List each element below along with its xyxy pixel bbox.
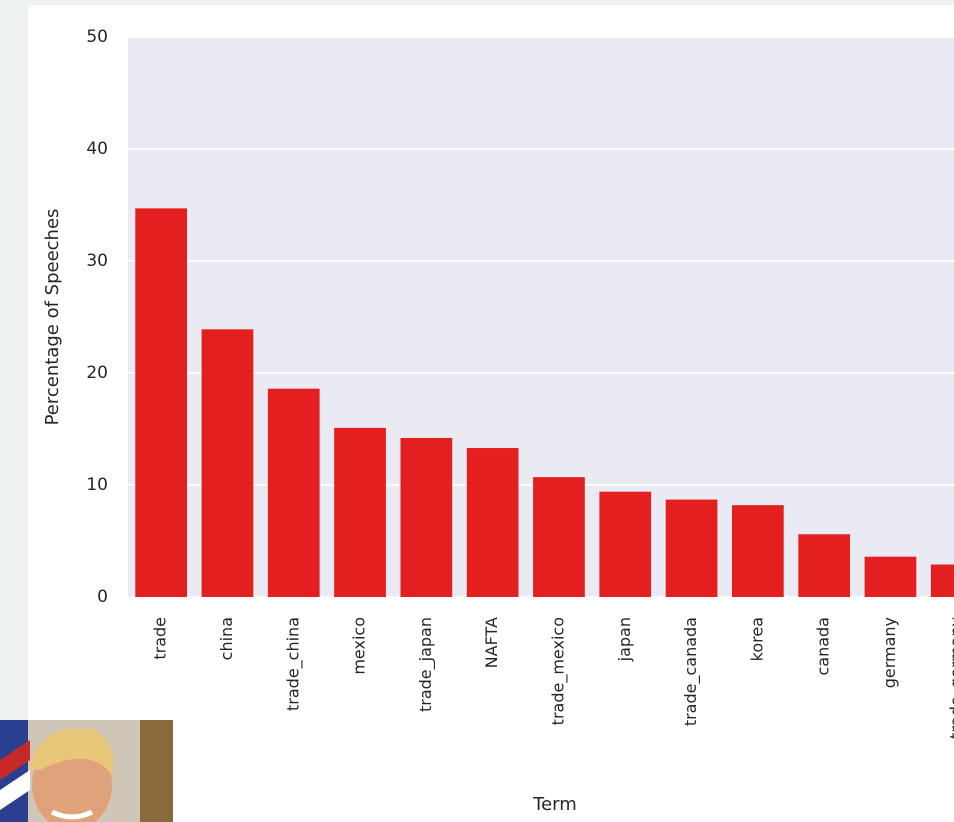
x-tick-label: trade_china [283,617,303,711]
y-axis-label: Percentage of Speeches [42,209,63,426]
x-tick-label: trade_mexico [548,617,568,725]
bar [334,427,386,597]
bar [599,491,652,597]
y-tick-label: 50 [86,27,108,47]
x-tick-label: china [217,617,236,660]
bar [267,388,320,597]
x-tick-label: trade [151,617,170,660]
x-tick-label: trade_canada [681,617,701,726]
bar [798,534,851,597]
y-tick-label: 30 [86,251,108,271]
x-tick-label: mexico [350,617,369,675]
x-tick-label: korea [747,617,766,661]
x-tick-label: germany [880,617,899,688]
bar [731,505,784,597]
bar [466,448,519,597]
bar [864,556,917,597]
bar [135,208,188,598]
bar [665,499,718,597]
photo [0,720,173,822]
x-tick-label: canada [814,617,833,676]
y-tick-label: 10 [86,475,108,495]
x-tick-label: NAFTA [482,617,501,668]
x-tick-label: trade_germany [946,617,954,739]
x-tick-label: trade_japan [416,617,436,712]
y-tick-label: 20 [86,363,108,383]
x-axis-label: Term [532,794,577,815]
bar [533,477,585,597]
y-tick-label: 40 [86,139,108,159]
bar [930,564,954,597]
bar [400,437,453,597]
bar [201,329,254,597]
x-tick-label: japan [615,617,634,662]
y-tick-label: 0 [97,587,108,607]
